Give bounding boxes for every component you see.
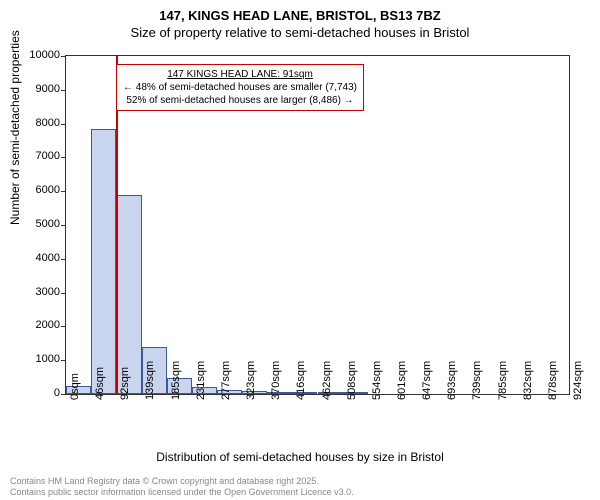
footer-line-2: Contains public sector information licen… bbox=[10, 487, 354, 497]
histogram-bar bbox=[91, 129, 116, 394]
x-tick-label: 739sqm bbox=[471, 361, 483, 400]
x-tick-label: 92sqm bbox=[119, 367, 131, 400]
footer-line-1: Contains HM Land Registry data © Crown c… bbox=[10, 476, 319, 486]
y-tick-mark bbox=[61, 293, 66, 294]
marker-annotation: 147 KINGS HEAD LANE: 91sqm ← 48% of semi… bbox=[116, 64, 364, 111]
y-tick-mark bbox=[61, 394, 66, 395]
x-tick-label: 508sqm bbox=[346, 361, 358, 400]
x-tick-label: 924sqm bbox=[572, 361, 584, 400]
x-tick-label: 832sqm bbox=[522, 361, 534, 400]
y-tick-label: 3000 bbox=[36, 286, 60, 298]
y-tick-label: 1000 bbox=[36, 353, 60, 365]
y-tick-label: 6000 bbox=[36, 184, 60, 196]
y-tick-label: 0 bbox=[54, 387, 60, 399]
x-tick-label: 693sqm bbox=[446, 361, 458, 400]
annotation-larger: 52% of semi-detached houses are larger (… bbox=[126, 95, 353, 106]
x-tick-label: 370sqm bbox=[270, 361, 282, 400]
annotation-smaller: ← 48% of semi-detached houses are smalle… bbox=[123, 82, 357, 93]
y-tick-mark bbox=[61, 56, 66, 57]
x-tick-label: 416sqm bbox=[295, 361, 307, 400]
y-tick-mark bbox=[61, 157, 66, 158]
y-tick-label: 8000 bbox=[36, 117, 60, 129]
y-tick-mark bbox=[61, 360, 66, 361]
y-tick-label: 5000 bbox=[36, 218, 60, 230]
x-tick-label: 554sqm bbox=[371, 361, 383, 400]
y-tick-label: 4000 bbox=[36, 252, 60, 264]
y-tick-mark bbox=[61, 225, 66, 226]
x-tick-label: 785sqm bbox=[497, 361, 509, 400]
histogram-bar bbox=[116, 195, 142, 394]
y-tick-mark bbox=[61, 259, 66, 260]
x-tick-label: 601sqm bbox=[396, 361, 408, 400]
x-tick-label: 46sqm bbox=[94, 367, 106, 400]
y-axis-label: Number of semi-detached properties bbox=[8, 30, 22, 225]
y-tick-label: 2000 bbox=[36, 319, 60, 331]
y-tick-mark bbox=[61, 124, 66, 125]
x-tick-label: 185sqm bbox=[170, 361, 182, 400]
chart-subtitle: Size of property relative to semi-detach… bbox=[0, 25, 600, 40]
chart-title: 147, KINGS HEAD LANE, BRISTOL, BS13 7BZ bbox=[0, 0, 600, 25]
y-tick-mark bbox=[61, 191, 66, 192]
x-tick-label: 0sqm bbox=[69, 373, 81, 400]
y-tick-label: 7000 bbox=[36, 150, 60, 162]
x-tick-label: 462sqm bbox=[321, 361, 333, 400]
x-tick-label: 323sqm bbox=[245, 361, 257, 400]
x-tick-label: 277sqm bbox=[220, 361, 232, 400]
y-tick-mark bbox=[61, 326, 66, 327]
y-tick-mark bbox=[61, 90, 66, 91]
x-tick-label: 878sqm bbox=[547, 361, 559, 400]
y-tick-label: 9000 bbox=[36, 83, 60, 95]
attribution-footer: Contains HM Land Registry data © Crown c… bbox=[10, 476, 354, 498]
x-axis-label: Distribution of semi-detached houses by … bbox=[0, 450, 600, 464]
x-tick-label: 231sqm bbox=[195, 361, 207, 400]
histogram-plot: 147 KINGS HEAD LANE: 91sqm ← 48% of semi… bbox=[65, 55, 570, 395]
x-tick-label: 139sqm bbox=[144, 361, 156, 400]
annotation-title: 147 KINGS HEAD LANE: 91sqm bbox=[167, 69, 313, 80]
x-tick-label: 647sqm bbox=[421, 361, 433, 400]
y-tick-label: 10000 bbox=[29, 49, 60, 61]
